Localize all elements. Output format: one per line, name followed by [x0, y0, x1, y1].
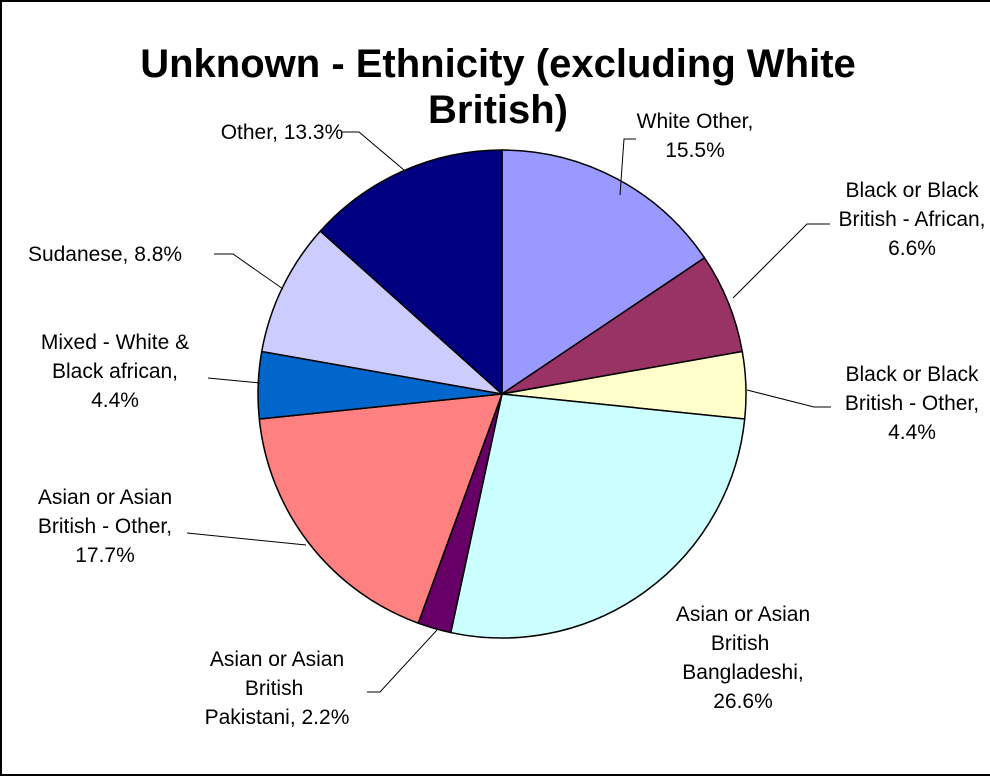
slice-label-1: White Other, 15.5% — [637, 110, 754, 162]
slice-label-8: Sudanese, 8.8% — [28, 243, 182, 266]
leader-lines — [186, 131, 831, 693]
pie-slice-8 — [260, 230, 505, 396]
slice-label-9: Other, 13.3% — [221, 121, 344, 144]
pie-slice-6 — [258, 393, 504, 625]
leader-line-8 — [214, 253, 284, 290]
slice-label-7: Mixed - White & Black african, 4.4% — [41, 331, 189, 412]
slice-label-3: Black or Black British - Other, 4.4% — [845, 363, 979, 444]
slice-label-2: Black or Black British - African, 6.6% — [838, 179, 985, 260]
slice-label-4: Asian or Asian British Bangladeshi, 26.6% — [676, 603, 810, 713]
pie-slice-9 — [319, 149, 503, 396]
chart-title-line-2: British) — [428, 88, 568, 132]
pie-slice-4 — [449, 393, 746, 639]
slice-label-6: Asian or Asian British - Other, 17.7% — [38, 486, 172, 567]
leader-line-6 — [186, 532, 307, 546]
leader-line-5 — [367, 629, 438, 693]
slice-label-5: Asian or Asian British Pakistani, 2.2% — [205, 648, 350, 729]
leader-line-7 — [207, 377, 261, 384]
leader-line-3 — [746, 389, 831, 408]
leader-line-1 — [619, 138, 636, 196]
leader-line-2 — [732, 223, 830, 299]
pie-slices — [257, 149, 747, 639]
leader-line-9 — [342, 131, 405, 171]
pie-slice-1 — [501, 149, 706, 396]
chart-title-line-1: Unknown - Ethnicity (excluding White — [140, 42, 856, 86]
slice-labels: White Other, 15.5% Black or Black British -… — [28, 110, 986, 729]
